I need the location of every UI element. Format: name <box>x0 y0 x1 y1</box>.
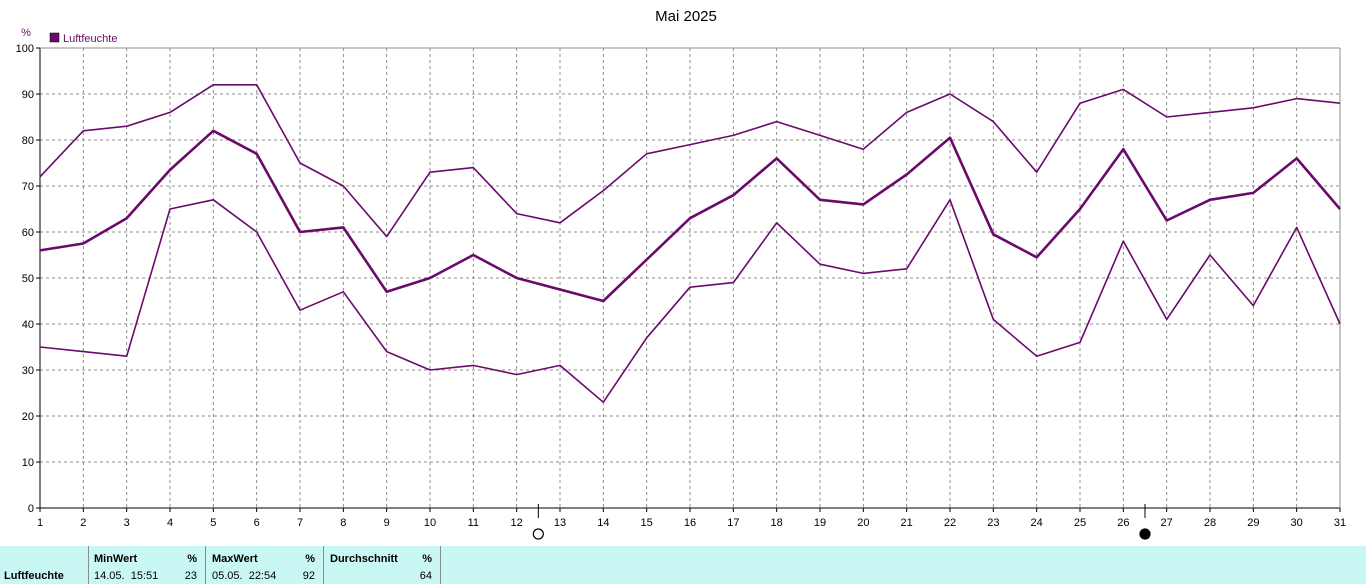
full-moon-icon <box>532 528 544 540</box>
new-moon-icon <box>1139 528 1151 540</box>
x-tick-label: 7 <box>297 517 303 529</box>
x-tick-label: 21 <box>901 517 913 529</box>
x-tick-label: 9 <box>384 517 390 529</box>
series-lines <box>39 84 1341 404</box>
chart-svg: Mai 2025 % Luftfeuchte 01020304050607080… <box>16 8 1346 540</box>
chart-title: Mai 2025 <box>655 8 717 25</box>
y-tick-label: 30 <box>22 365 34 377</box>
x-tick-label: 24 <box>1031 517 1043 529</box>
x-tick-label: 26 <box>1117 517 1129 529</box>
stats-row-label: Luftfeuchte <box>4 570 64 582</box>
x-tick-label: 8 <box>340 517 346 529</box>
x-tick-label: 23 <box>987 517 999 529</box>
y-tick-label: 100 <box>16 43 34 55</box>
x-tick-label: 10 <box>424 517 436 529</box>
stats-max-datetime: 05.05. 22:54 <box>212 570 277 582</box>
series-min-line <box>39 199 1341 404</box>
stats-avg-cell: Durchschnitt % 64 <box>324 546 441 584</box>
axes <box>36 47 1341 512</box>
y-tick-label: 50 <box>22 273 34 285</box>
stats-min-unit: % <box>187 553 197 565</box>
humidity-chart: Mai 2025 % Luftfeuchte 0 10 20 30 40 50 60 70 80… <box>16 8 1346 540</box>
y-tick-label: 0 <box>28 503 34 515</box>
x-tick-label: 20 <box>857 517 869 529</box>
y-tick-label: 70 <box>22 181 34 193</box>
x-tick-label: 15 <box>641 517 653 529</box>
x-tick-label: 27 <box>1161 517 1173 529</box>
x-tick-label: 1 <box>37 517 43 529</box>
stats-max-cell: MaxWert % 05.05. 22:54 92 <box>206 546 324 584</box>
grid-lines <box>40 47 1341 508</box>
stats-avg-header: Durchschnitt <box>330 553 398 565</box>
x-tick-label: 14 <box>597 517 609 529</box>
stats-avg-value: 64 <box>419 570 432 582</box>
stats-min-header: MinWert <box>94 553 138 565</box>
x-tick-label: 19 <box>814 517 826 529</box>
stats-max-unit: % <box>305 553 315 565</box>
stats-min-datetime: 14.05. 15:51 <box>94 570 159 582</box>
x-tick-label: 18 <box>771 517 783 529</box>
x-tick-label: 25 <box>1074 517 1086 529</box>
x-tick-label: 28 <box>1204 517 1216 529</box>
stats-max-value: 92 <box>302 570 315 582</box>
stats-max-header: MaxWert <box>212 553 258 565</box>
x-tick-label: 17 <box>727 517 739 529</box>
stats-min-value: 23 <box>184 570 197 582</box>
x-tick-label: 30 <box>1291 517 1303 529</box>
y-tick-label: 60 <box>22 227 34 239</box>
legend-label: Luftfeuchte <box>63 33 117 45</box>
y-axis-unit: % <box>21 27 31 39</box>
stats-row-label-cell: Luftfeuchte <box>0 546 89 584</box>
y-tick-label: 20 <box>22 411 34 423</box>
y-tick-label: 80 <box>22 135 34 147</box>
x-tick-label: 12 <box>511 517 523 529</box>
legend: Luftfeuchte <box>49 32 117 45</box>
stats-min-cell: MinWert % 14.05. 15:51 23 <box>89 546 206 584</box>
y-tick-label: 90 <box>22 89 34 101</box>
stats-bar: Luftfeuchte MinWert % 14.05. 15:51 23 Ma… <box>0 546 1366 584</box>
x-tick-label: 2 <box>80 517 86 529</box>
legend-swatch <box>49 32 60 43</box>
x-tick-label: 3 <box>124 517 130 529</box>
x-tick-label: 4 <box>167 517 173 529</box>
x-tick-label: 31 <box>1334 517 1346 529</box>
x-tick-labels: 1 2 3 4 5 6 7 8 9 10 11 12 13 14 15 16 17 18 19 20 21 22 23 24 2… <box>37 517 1346 529</box>
x-tick-label: 16 <box>684 517 696 529</box>
y-tick-labels: 0 10 20 30 40 50 60 70 80 90 100 <box>16 43 34 515</box>
x-tick-label: 22 <box>944 517 956 529</box>
series-max-line <box>39 84 1341 238</box>
x-tick-label: 6 <box>254 517 260 529</box>
series-avg-line <box>39 129 1341 303</box>
y-tick-label: 40 <box>22 319 34 331</box>
y-tick-label: 10 <box>22 457 34 469</box>
moon-phase-markers <box>532 504 1151 540</box>
x-tick-label: 29 <box>1247 517 1259 529</box>
stats-avg-unit: % <box>422 553 432 565</box>
x-tick-label: 13 <box>554 517 566 529</box>
x-tick-label: 11 <box>468 517 479 529</box>
x-tick-label: 5 <box>210 517 216 529</box>
